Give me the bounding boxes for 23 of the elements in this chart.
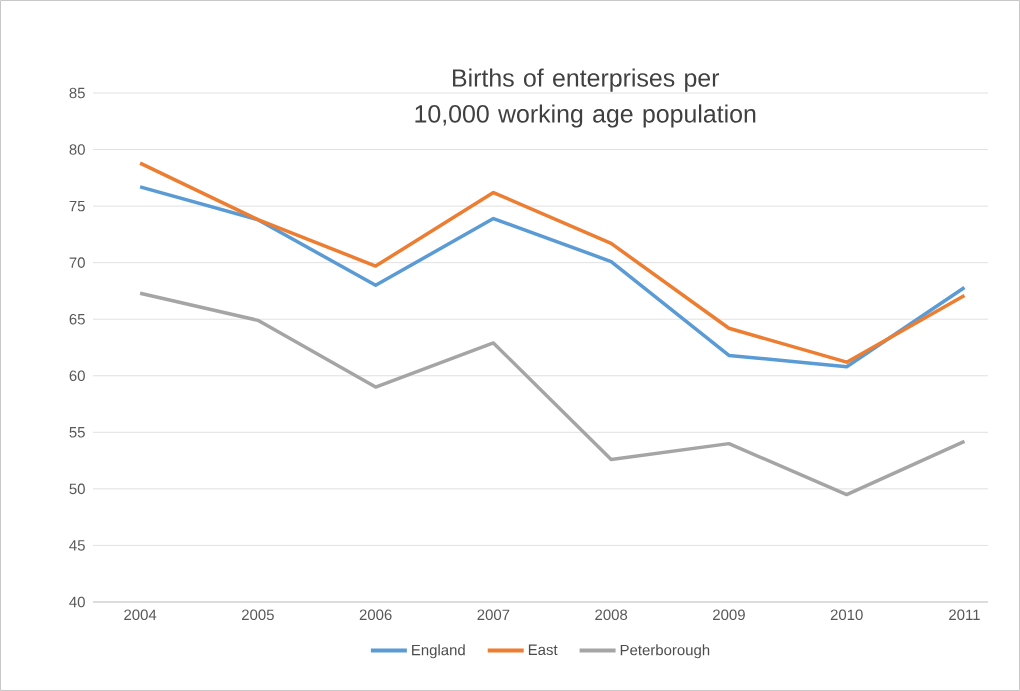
legend-label: East — [528, 644, 558, 656]
y-tick-label: 55 — [69, 427, 85, 438]
y-tick-label: 50 — [69, 483, 85, 495]
x-tick-label: 2011 — [949, 609, 980, 621]
x-tick-label: 2005 — [242, 609, 274, 621]
y-tick-label: 45 — [69, 540, 85, 551]
x-tick-label: 2007 — [477, 609, 510, 621]
y-tick-label: 85 — [69, 87, 85, 99]
chart-title: Births of enterprises per 10,000 working age population — [415, 68, 756, 128]
x-tick-label: 2009 — [713, 609, 745, 621]
y-tick-label: 40 — [69, 596, 85, 608]
x-tick-label: 2004 — [124, 609, 157, 621]
y-tick-label: 65 — [69, 313, 85, 325]
y-tick-label: 75 — [69, 200, 85, 212]
x-tick-label: 2008 — [595, 609, 628, 621]
x-tick-label: 2010 — [830, 609, 863, 621]
y-tick-label: 60 — [69, 370, 85, 382]
line-series — [138, 291, 967, 497]
y-tick-label: 70 — [69, 257, 85, 268]
x-tick-label: 2006 — [359, 609, 392, 621]
legend-label: Peterborough — [620, 644, 710, 659]
legend-label: England — [412, 644, 465, 659]
y-tick-label: 80 — [69, 144, 85, 155]
